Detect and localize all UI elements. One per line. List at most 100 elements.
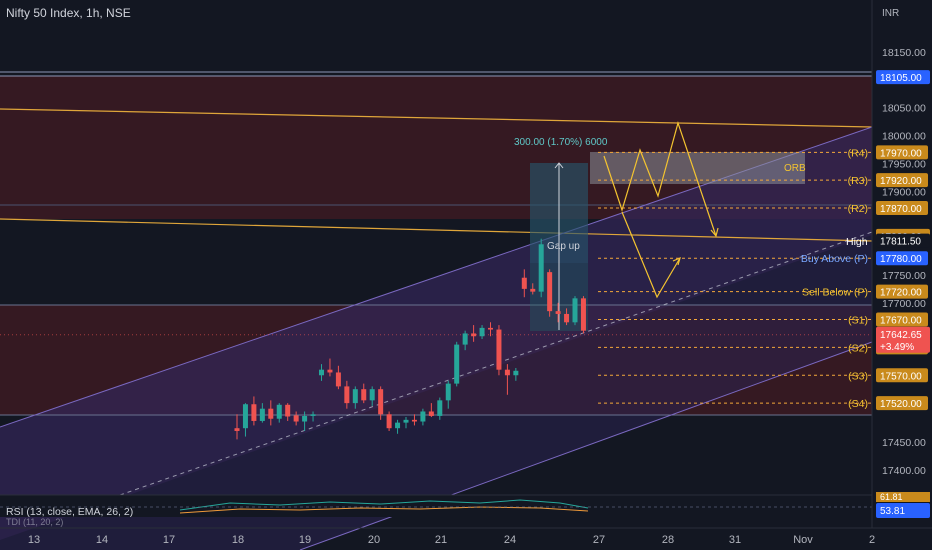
candle-body <box>580 298 586 331</box>
candle <box>428 403 434 418</box>
candle <box>547 269 553 317</box>
candles <box>234 238 586 440</box>
candle-body <box>530 288 536 292</box>
candle <box>268 400 274 426</box>
upper-trend-line <box>0 108 873 128</box>
candle <box>234 414 240 440</box>
candle-body <box>352 389 358 404</box>
orb-box[interactable] <box>590 152 805 184</box>
candle <box>378 386 384 420</box>
candle <box>462 330 468 351</box>
candle-body <box>488 327 493 330</box>
candle-body <box>555 311 561 314</box>
level-price-tag <box>876 201 928 216</box>
time-tick-label: 2 <box>869 534 875 546</box>
time-tick-label: 17 <box>163 534 175 546</box>
candle-body <box>411 419 417 422</box>
price-tick-label: 18150.00 <box>882 47 926 59</box>
candle <box>564 308 570 326</box>
time-tick-label: 28 <box>662 534 674 546</box>
candle <box>580 296 586 334</box>
time-tick-label: 31 <box>729 534 741 546</box>
price-tick-label: 18000.00 <box>882 131 926 143</box>
level-price-tag <box>876 396 928 411</box>
time-axis[interactable]: 13 14 17 18 19 20 21 24 27 28 31 Nov 2 <box>28 534 875 546</box>
time-tick-label: 18 <box>232 534 244 546</box>
candle <box>293 411 299 426</box>
price-axis-tags: 17970.00 17920.00 17870.00 17780.00 17720.00… <box>876 70 930 518</box>
candle-body <box>378 389 384 415</box>
high-trend-line <box>0 218 873 242</box>
candle <box>488 322 493 337</box>
candle <box>352 386 358 409</box>
candle <box>386 411 392 431</box>
time-tick-label: 13 <box>28 534 40 546</box>
candle-body <box>251 404 257 421</box>
rsi-hidden-tag <box>876 492 930 502</box>
rsi-value-tag <box>876 503 930 518</box>
time-tick-label: 20 <box>368 534 380 546</box>
candle <box>369 386 375 406</box>
level-price-tag <box>876 368 928 383</box>
rsi-hidden-text: 61.81 <box>880 492 903 502</box>
currency-label: INR <box>882 8 899 19</box>
level-price-text: 17570.00 <box>880 371 922 382</box>
candle <box>437 397 443 420</box>
candle <box>555 302 561 323</box>
candle-body <box>564 313 570 323</box>
high-label: High <box>846 236 868 248</box>
level-price-tag <box>876 145 928 160</box>
candle <box>445 380 451 409</box>
pivot-level-label: Buy Above (P) <box>801 253 868 265</box>
last-price-tag <box>876 326 930 353</box>
time-tick-label: Nov <box>793 534 813 546</box>
pivot-levels: (R4) (R3) (R2) Buy Above (P) Sell Below (P) (… <box>0 147 872 410</box>
pivot-level-label: (S1) <box>848 315 868 327</box>
candle-body <box>302 415 308 422</box>
candle-body <box>521 277 527 289</box>
candle <box>403 417 409 429</box>
candle <box>504 364 510 395</box>
price-axis[interactable] <box>872 0 932 550</box>
candle-body <box>335 372 341 387</box>
candle <box>361 383 367 404</box>
candle-body <box>259 408 265 421</box>
price-tick-label: 18050.00 <box>882 103 926 115</box>
candle-body <box>462 333 468 345</box>
candle-body <box>276 404 282 419</box>
chart-title[interactable]: Nifty 50 Index, 1h, NSE <box>6 6 131 20</box>
candle-body <box>479 327 485 337</box>
level-price-tag <box>876 173 928 188</box>
bull-projection-path <box>603 120 717 237</box>
time-tick-label: 24 <box>504 534 516 546</box>
orb-label: ORB <box>784 163 806 174</box>
level-price-tag <box>876 312 928 327</box>
candle-body <box>547 272 553 312</box>
price-tick-label: 17450.00 <box>882 437 926 449</box>
candle <box>344 380 350 409</box>
bear-projection-path <box>621 211 681 299</box>
level-price-text: 17780.00 <box>880 254 922 265</box>
candle <box>310 411 316 422</box>
candle <box>335 365 341 390</box>
candle <box>420 408 426 426</box>
price-axis-ticks: 18150.00 18050.00 18000.00 17950.00 17900.00… <box>882 47 926 477</box>
candle-body <box>471 333 477 337</box>
pivot-level-label: Sell Below (P) <box>802 287 868 299</box>
pivot-level-label: (S2) <box>848 342 868 354</box>
rsi-label[interactable]: RSI (13, close, EMA, 26, 2) <box>6 506 133 518</box>
candle-body <box>319 369 324 376</box>
candle-body <box>369 389 375 401</box>
candle-body <box>386 414 392 429</box>
last-price-text: 17642.65 <box>880 330 922 341</box>
candle <box>285 403 291 421</box>
rsi-value-text: 53.81 <box>880 506 905 517</box>
pivot-level-label: (S4) <box>848 398 868 410</box>
candle-body <box>268 408 274 419</box>
candle-body <box>242 404 248 429</box>
candle <box>395 419 401 434</box>
rsi-pane[interactable] <box>0 495 872 517</box>
candle <box>513 368 519 381</box>
